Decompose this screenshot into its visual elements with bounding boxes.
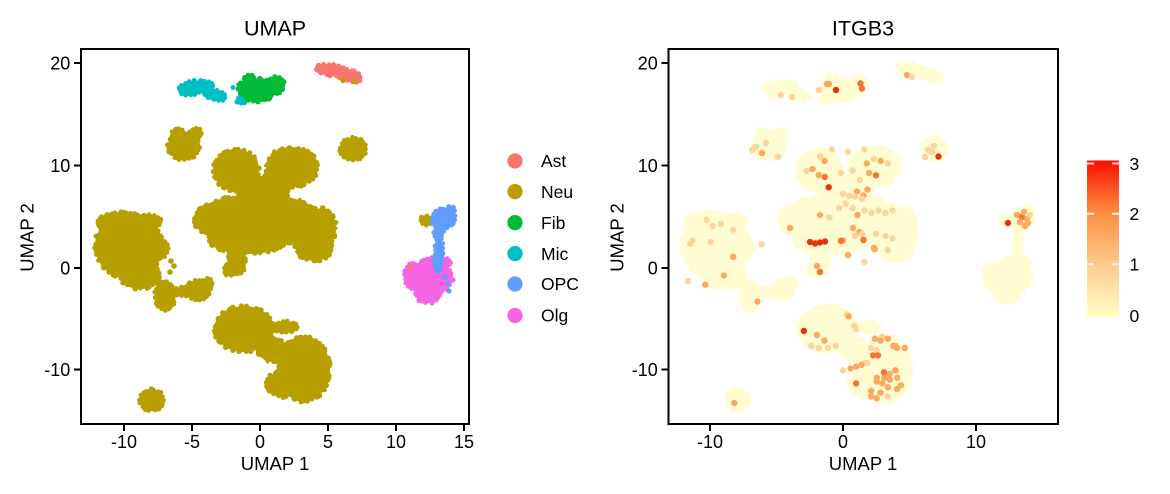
svg-text:-10: -10 — [44, 360, 70, 380]
svg-text:10: 10 — [50, 156, 70, 176]
svg-text:1: 1 — [1130, 255, 1140, 275]
svg-text:20: 20 — [50, 53, 70, 73]
svg-text:20: 20 — [638, 53, 658, 73]
svg-text:UMAP 1: UMAP 1 — [829, 453, 898, 474]
svg-text:Ast: Ast — [541, 151, 566, 171]
svg-text:0: 0 — [255, 432, 265, 452]
svg-text:Olg: Olg — [541, 306, 568, 326]
svg-text:3: 3 — [1130, 154, 1140, 174]
svg-text:OPC: OPC — [541, 274, 579, 294]
svg-text:0: 0 — [838, 432, 848, 452]
svg-text:2: 2 — [1130, 204, 1140, 224]
svg-text:UMAP 2: UMAP 2 — [607, 203, 628, 272]
svg-text:ITGB3: ITGB3 — [832, 17, 894, 41]
svg-text:5: 5 — [323, 432, 333, 452]
svg-text:-5: -5 — [184, 432, 200, 452]
svg-text:UMAP: UMAP — [244, 17, 306, 41]
svg-text:Fib: Fib — [541, 213, 565, 233]
svg-text:-10: -10 — [697, 432, 723, 452]
svg-text:0: 0 — [648, 258, 658, 278]
svg-text:10: 10 — [966, 432, 986, 452]
svg-text:10: 10 — [638, 156, 658, 176]
svg-text:Mic: Mic — [541, 244, 568, 264]
svg-text:Neu: Neu — [541, 182, 573, 202]
svg-text:0: 0 — [1130, 306, 1140, 326]
svg-text:UMAP 1: UMAP 1 — [241, 453, 310, 474]
svg-text:10: 10 — [386, 432, 406, 452]
svg-text:-10: -10 — [111, 432, 137, 452]
svg-text:UMAP 2: UMAP 2 — [17, 203, 38, 272]
svg-text:15: 15 — [454, 432, 474, 452]
svg-text:-10: -10 — [632, 360, 658, 380]
svg-text:0: 0 — [60, 258, 70, 278]
